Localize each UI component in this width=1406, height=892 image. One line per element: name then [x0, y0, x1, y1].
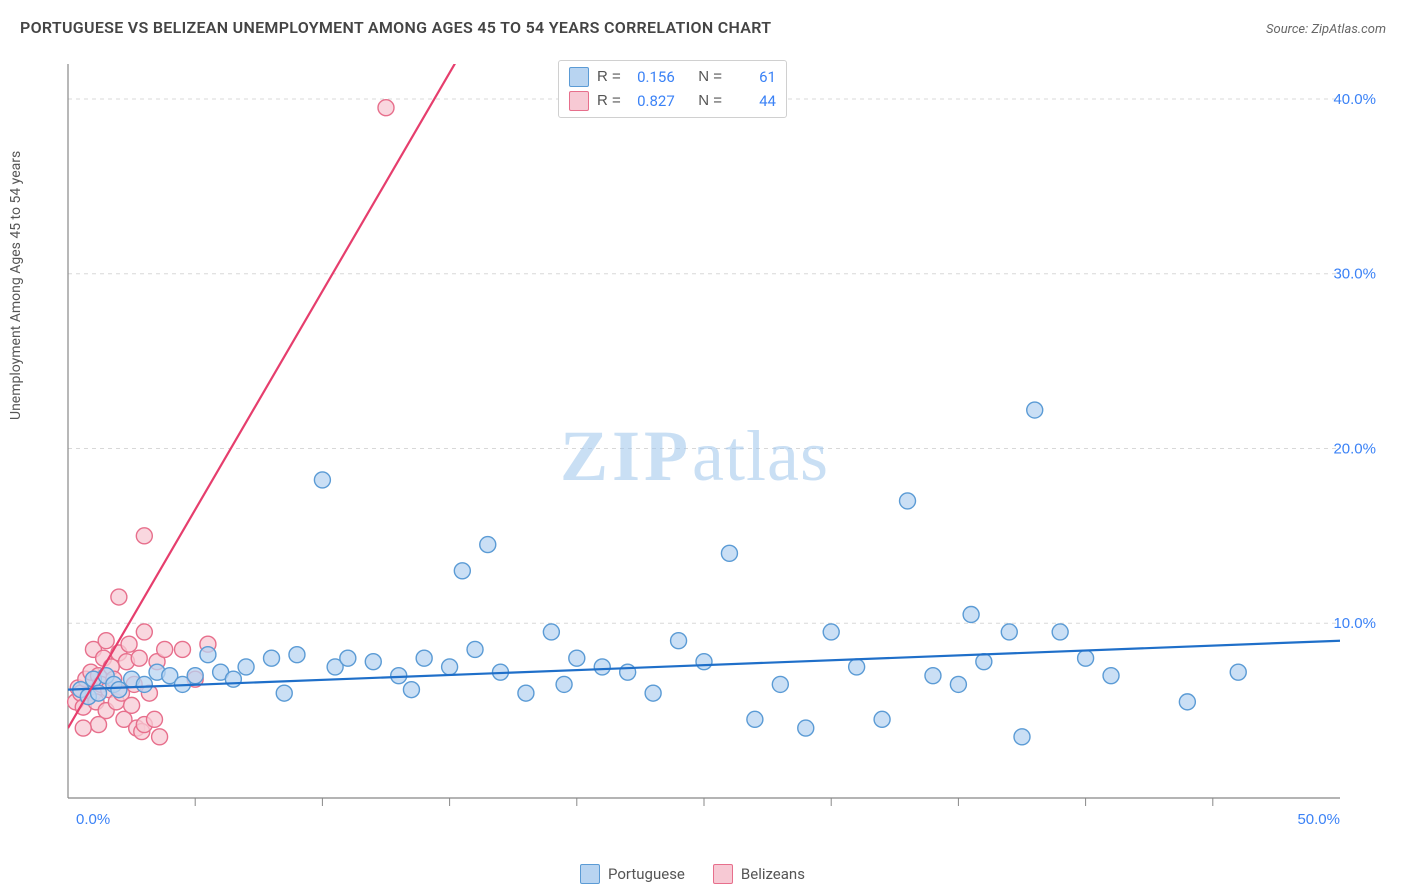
legend-row-portuguese: R = 0.156 N = 61	[569, 65, 776, 89]
r-value-belizeans: 0.827	[629, 89, 675, 113]
svg-text:50.0%: 50.0%	[1297, 811, 1340, 828]
n-label: N =	[698, 89, 722, 113]
legend-label-belizeans: Belizeans	[741, 865, 805, 883]
y-axis-label: Unemployment Among Ages 45 to 54 years	[8, 151, 24, 420]
svg-text:40.0%: 40.0%	[1333, 91, 1376, 108]
legend-row-belizeans: R = 0.827 N = 44	[569, 89, 776, 113]
scatter-chart-svg: 10.0% 20.0% 30.0% 40.0% 0.0% 50.0%	[60, 58, 1380, 838]
r-value-portuguese: 0.156	[629, 65, 675, 89]
swatch-belizeans	[569, 91, 589, 111]
svg-text:20.0%: 20.0%	[1333, 440, 1376, 457]
chart-area: 10.0% 20.0% 30.0% 40.0% 0.0% 50.0%	[60, 58, 1380, 838]
r-label: R =	[597, 65, 621, 89]
n-label: N =	[698, 65, 722, 89]
swatch-portuguese	[580, 864, 600, 884]
svg-text:10.0%: 10.0%	[1333, 615, 1376, 632]
chart-title: PORTUGUESE VS BELIZEAN UNEMPLOYMENT AMON…	[20, 18, 771, 37]
swatch-belizeans	[713, 864, 733, 884]
source-value: ZipAtlas.com	[1311, 22, 1386, 37]
legend-label-portuguese: Portuguese	[608, 865, 685, 883]
legend-item-portuguese: Portuguese	[580, 864, 685, 884]
r-label: R =	[597, 89, 621, 113]
n-value-belizeans: 44	[730, 89, 776, 113]
swatch-portuguese	[569, 67, 589, 87]
svg-text:30.0%: 30.0%	[1333, 266, 1376, 283]
source-label: Source:	[1266, 22, 1308, 37]
n-value-portuguese: 61	[730, 65, 776, 89]
series-legend: Portuguese Belizeans	[580, 864, 805, 884]
legend-item-belizeans: Belizeans	[713, 864, 805, 884]
correlation-legend: R = 0.156 N = 61 R = 0.827 N = 44	[558, 60, 787, 118]
source-attribution: Source: ZipAtlas.com	[1266, 22, 1386, 37]
svg-text:0.0%: 0.0%	[76, 811, 110, 828]
chart-header: PORTUGUESE VS BELIZEAN UNEMPLOYMENT AMON…	[20, 18, 1386, 37]
